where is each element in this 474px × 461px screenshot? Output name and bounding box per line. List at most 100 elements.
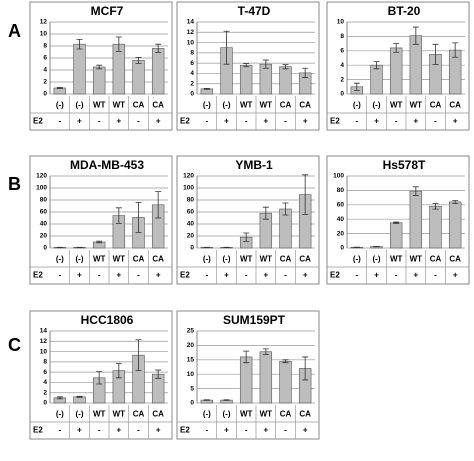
x-tick-label: (-) bbox=[203, 255, 211, 264]
error-bar bbox=[243, 350, 250, 364]
y-tick-label: 0 bbox=[340, 91, 344, 98]
row-label: E2 bbox=[180, 117, 190, 126]
error-bar bbox=[412, 186, 419, 196]
chart-title: HCC1806 bbox=[81, 313, 134, 327]
y-tick-label: 4 bbox=[43, 379, 47, 386]
row-value: + bbox=[224, 271, 229, 280]
error-bar bbox=[302, 174, 309, 215]
x-tick-label: (-) bbox=[203, 410, 211, 419]
y-tick-label: 0 bbox=[43, 245, 47, 252]
row-value: + bbox=[303, 271, 308, 280]
x-tick-label: (-) bbox=[373, 255, 381, 264]
x-tick-label: WT bbox=[240, 410, 253, 419]
x-tick-label: (-) bbox=[76, 101, 84, 110]
error-bar bbox=[135, 202, 142, 233]
bar bbox=[279, 360, 292, 404]
y-tick-label: 40 bbox=[187, 221, 195, 228]
x-tick-label: (-) bbox=[56, 410, 64, 419]
x-tick-label: WT bbox=[410, 101, 423, 110]
row-value: + bbox=[263, 271, 268, 280]
error-bar bbox=[262, 59, 269, 69]
row-value: - bbox=[395, 117, 398, 126]
panel-frame bbox=[176, 310, 320, 440]
bar bbox=[239, 64, 253, 95]
y-tick-label: 4 bbox=[43, 67, 47, 74]
error-bar bbox=[302, 356, 309, 381]
x-tick-label: WT bbox=[113, 101, 126, 110]
x-tick-label: CA bbox=[280, 255, 292, 264]
row-value: + bbox=[413, 117, 418, 126]
error-bar bbox=[56, 87, 63, 89]
x-tick-label: WT bbox=[390, 101, 403, 110]
error-bar bbox=[203, 399, 210, 401]
bar bbox=[448, 201, 462, 249]
panel-frame bbox=[176, 155, 320, 285]
row-value: + bbox=[116, 117, 121, 126]
y-tick-label: 60 bbox=[187, 209, 195, 216]
x-tick-label: (-) bbox=[76, 255, 84, 264]
error-bar bbox=[282, 202, 289, 216]
y-tick-label: 6 bbox=[340, 48, 344, 55]
y-tick-label: 2 bbox=[43, 79, 47, 86]
x-tick-label: CA bbox=[280, 410, 292, 419]
row-value: + bbox=[303, 117, 308, 126]
y-tick-label: 80 bbox=[187, 197, 195, 204]
panel-frame bbox=[326, 1, 470, 131]
panel-frame bbox=[326, 155, 470, 285]
error-bar bbox=[262, 348, 269, 356]
error-bar bbox=[115, 363, 122, 379]
row-label: E2 bbox=[330, 271, 340, 280]
row-value: + bbox=[374, 271, 379, 280]
y-tick-label: 40 bbox=[40, 221, 48, 228]
chart-title: MDA-MB-453 bbox=[70, 158, 144, 172]
chart-title: Hs578T bbox=[383, 158, 426, 172]
y-tick-label: 100 bbox=[36, 185, 47, 192]
row-value: - bbox=[434, 117, 437, 126]
row-value: - bbox=[98, 271, 101, 280]
error-bar bbox=[452, 42, 459, 58]
error-bar bbox=[96, 371, 103, 385]
row-value: - bbox=[205, 426, 208, 435]
error-bar bbox=[135, 339, 142, 371]
row-value: + bbox=[116, 271, 121, 280]
y-tick-label: 80 bbox=[40, 197, 48, 204]
error-bar bbox=[243, 63, 250, 68]
x-tick-label: CA bbox=[430, 101, 442, 110]
error-bar bbox=[262, 206, 269, 220]
row-label: E2 bbox=[180, 271, 190, 280]
row-value: + bbox=[413, 271, 418, 280]
row-value: + bbox=[453, 117, 458, 126]
error-bar bbox=[223, 30, 230, 65]
chart-title: MCF7 bbox=[91, 4, 124, 18]
y-tick-label: 5 bbox=[190, 385, 194, 392]
bar bbox=[92, 66, 106, 95]
x-tick-label: (-) bbox=[353, 255, 361, 264]
y-tick-label: 6 bbox=[43, 55, 47, 62]
error-bar bbox=[432, 202, 439, 210]
y-tick-label: 12 bbox=[40, 19, 48, 26]
chart-title: YMB-1 bbox=[235, 158, 273, 172]
y-tick-label: 0 bbox=[190, 91, 194, 98]
y-tick-label: 10 bbox=[187, 39, 195, 46]
error-bar bbox=[393, 43, 400, 53]
row-value: + bbox=[77, 117, 82, 126]
bar bbox=[279, 66, 292, 95]
x-tick-label: WT bbox=[240, 101, 253, 110]
panel-frame bbox=[29, 1, 173, 131]
y-tick-label: 0 bbox=[190, 400, 194, 407]
y-tick-label: 120 bbox=[36, 173, 47, 180]
x-tick-label: CA bbox=[449, 255, 461, 264]
y-tick-label: 10 bbox=[40, 31, 48, 38]
x-tick-label: WT bbox=[93, 101, 106, 110]
panel-label: A bbox=[8, 21, 21, 41]
row-value: - bbox=[58, 426, 61, 435]
error-bar bbox=[243, 232, 250, 242]
row-value: - bbox=[58, 271, 61, 280]
x-tick-label: WT bbox=[93, 410, 106, 419]
y-tick-label: 0 bbox=[43, 91, 47, 98]
x-tick-label: (-) bbox=[373, 101, 381, 110]
x-tick-label: CA bbox=[299, 410, 311, 419]
row-label: E2 bbox=[33, 426, 43, 435]
bar bbox=[370, 64, 383, 95]
row-value: + bbox=[156, 271, 161, 280]
